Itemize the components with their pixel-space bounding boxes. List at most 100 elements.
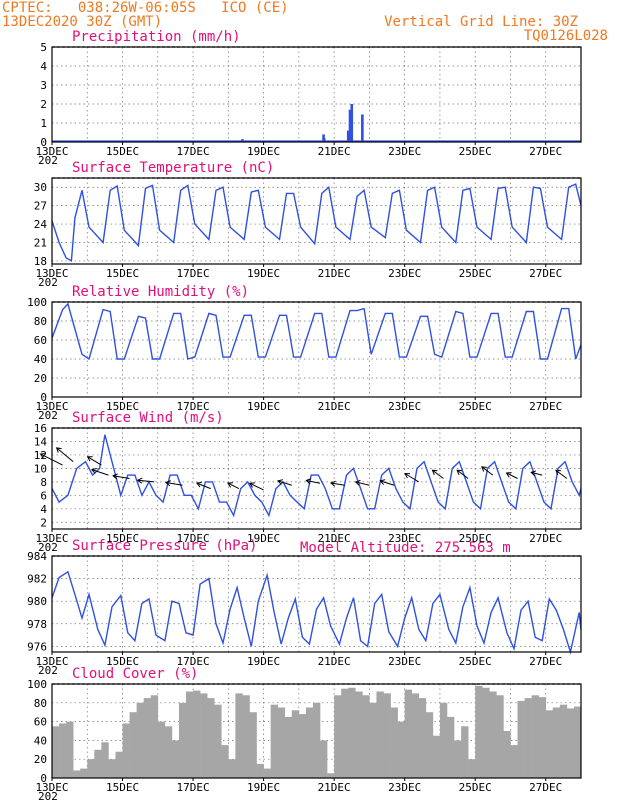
cloud-bar	[312, 702, 321, 778]
cloud-bar	[171, 740, 180, 778]
x-tick-label: 19DEC	[247, 145, 280, 158]
wind-arrowhead	[456, 469, 463, 476]
wind-vector	[87, 456, 102, 466]
wind-arrowhead	[196, 481, 202, 488]
cloud-bar	[52, 726, 60, 778]
wind-vector	[227, 482, 240, 490]
cloud-bar	[439, 702, 448, 778]
x-tick-label: 21DEC	[318, 655, 351, 668]
y-tick-label: 10	[34, 462, 47, 475]
x-tick-label: 17DEC	[177, 267, 210, 280]
y-tick-label: 18	[34, 255, 47, 268]
y-tick-label: 21	[34, 237, 47, 250]
x-tick-label: 13DEC	[35, 532, 68, 545]
series-line-3	[51, 302, 582, 361]
cloud-bar	[538, 697, 547, 778]
cloud-bar	[320, 740, 328, 778]
wind-vector	[404, 473, 420, 483]
y-tick-label: 984	[27, 550, 47, 563]
cloud-bar	[390, 707, 398, 778]
x-tick-label: 13DEC	[35, 145, 68, 158]
y-tick-label: 2	[40, 98, 47, 111]
wind-vector	[481, 466, 494, 476]
wind-vector	[555, 469, 568, 479]
x-tick-label: 27DEC	[529, 400, 562, 413]
series-line-4	[51, 434, 582, 518]
cloud-bar	[362, 695, 370, 778]
x-tick-label: 25DEC	[459, 267, 492, 280]
cloud-bar	[73, 770, 81, 778]
cloud-bar	[94, 749, 102, 778]
cloud-bar	[263, 768, 271, 778]
y-tick-label: 982	[27, 573, 47, 586]
cloud-bar	[101, 742, 109, 778]
x-tick-label: 19DEC	[247, 781, 280, 794]
panel-3: 0 20 40 60 80 100 13DEC 15DEC 17DEC 19DEC 21DEC 23D…	[27, 284, 582, 422]
y-tick-label: 40	[34, 734, 47, 747]
precip-bar	[348, 109, 352, 142]
year-fragment: 202	[38, 276, 58, 289]
panel-title: Surface Wind (m/s)	[72, 410, 224, 426]
wind-arrowhead	[530, 470, 537, 477]
x-tick-label: 27DEC	[529, 781, 562, 794]
y-tick-label: 100	[27, 678, 47, 691]
wind-vector	[277, 480, 292, 486]
x-tick-label: 23DEC	[388, 781, 421, 794]
year-fragment: 202	[38, 409, 58, 422]
model-altitude: Model Altitude: 275.563 m	[300, 540, 511, 556]
y-tick-label: 80	[34, 697, 47, 710]
x-tick-label: 15DEC	[106, 655, 139, 668]
wind-arrowhead	[248, 482, 255, 488]
cloud-bar	[221, 745, 229, 778]
wind-arrowhead	[431, 469, 438, 476]
wind-arrowhead	[404, 473, 411, 479]
wind-arrowhead	[112, 473, 118, 480]
cloud-bar	[193, 690, 201, 778]
plot-frame	[51, 177, 582, 265]
y-tick-label: 80	[34, 315, 47, 328]
y-tick-label: 14	[34, 435, 48, 448]
y-tick-label: 60	[34, 716, 47, 729]
cloud-bar	[496, 695, 504, 778]
x-tick-label: 15DEC	[106, 267, 139, 280]
wind-vector	[456, 469, 469, 479]
y-tick-label: 0	[40, 136, 47, 149]
panel-1: 0 1 2 3 4 5 13DEC 15DEC 17DEC 19DEC 21DEC 23DEC 25DE…	[35, 29, 582, 167]
cloud-bar	[404, 689, 413, 778]
y-tick-label: 5	[40, 41, 47, 54]
cloud-bar	[489, 691, 497, 778]
x-tick-label: 23DEC	[388, 400, 421, 413]
y-tick-label: 0	[40, 391, 47, 404]
y-tick-label: 30	[34, 181, 47, 194]
cloud-bar	[482, 687, 490, 778]
wind-vector	[306, 479, 321, 484]
plot-frame	[51, 301, 582, 398]
x-tick-label: 25DEC	[459, 781, 492, 794]
x-tick-label: 25DEC	[459, 655, 492, 668]
cloud-bar	[150, 695, 159, 778]
cloud-bar	[115, 751, 123, 778]
cloud-bar	[475, 685, 483, 778]
cloud-bar	[348, 687, 356, 778]
x-tick-label: 21DEC	[318, 145, 351, 158]
x-tick-label: 23DEC	[388, 145, 421, 158]
wind-arrowhead	[305, 478, 312, 485]
cloud-bar	[284, 716, 293, 778]
wind-vector	[249, 482, 264, 491]
wind-vector	[432, 469, 444, 479]
x-tick-label: 15DEC	[106, 145, 139, 158]
wind-arrowhead	[379, 479, 386, 485]
station-info: CPTEC: 038:26W-06:05S ICO (CE)	[2, 0, 289, 16]
y-tick-label: 20	[34, 753, 47, 766]
cloud-bar	[418, 698, 427, 778]
run-date: 13DEC2020 30Z (GMT)	[2, 14, 162, 30]
wind-vector	[91, 469, 109, 476]
x-tick-label: 23DEC	[388, 655, 421, 668]
vertical-grid-note: Vertical Grid Line: 30Z	[384, 14, 578, 30]
y-tick-label: 12	[34, 449, 47, 462]
cloud-bar	[291, 710, 300, 778]
wind-arrowhead	[136, 477, 143, 484]
cloud-bar	[355, 691, 363, 778]
y-tick-label: 4	[40, 60, 47, 73]
